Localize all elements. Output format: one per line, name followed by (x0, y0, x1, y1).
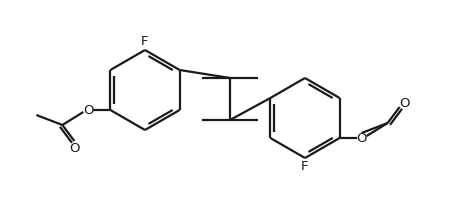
Text: O: O (83, 103, 94, 117)
Text: F: F (301, 160, 309, 173)
Text: O: O (69, 142, 79, 154)
Text: F: F (141, 34, 149, 48)
Text: O: O (356, 131, 367, 144)
Text: O: O (399, 96, 410, 110)
